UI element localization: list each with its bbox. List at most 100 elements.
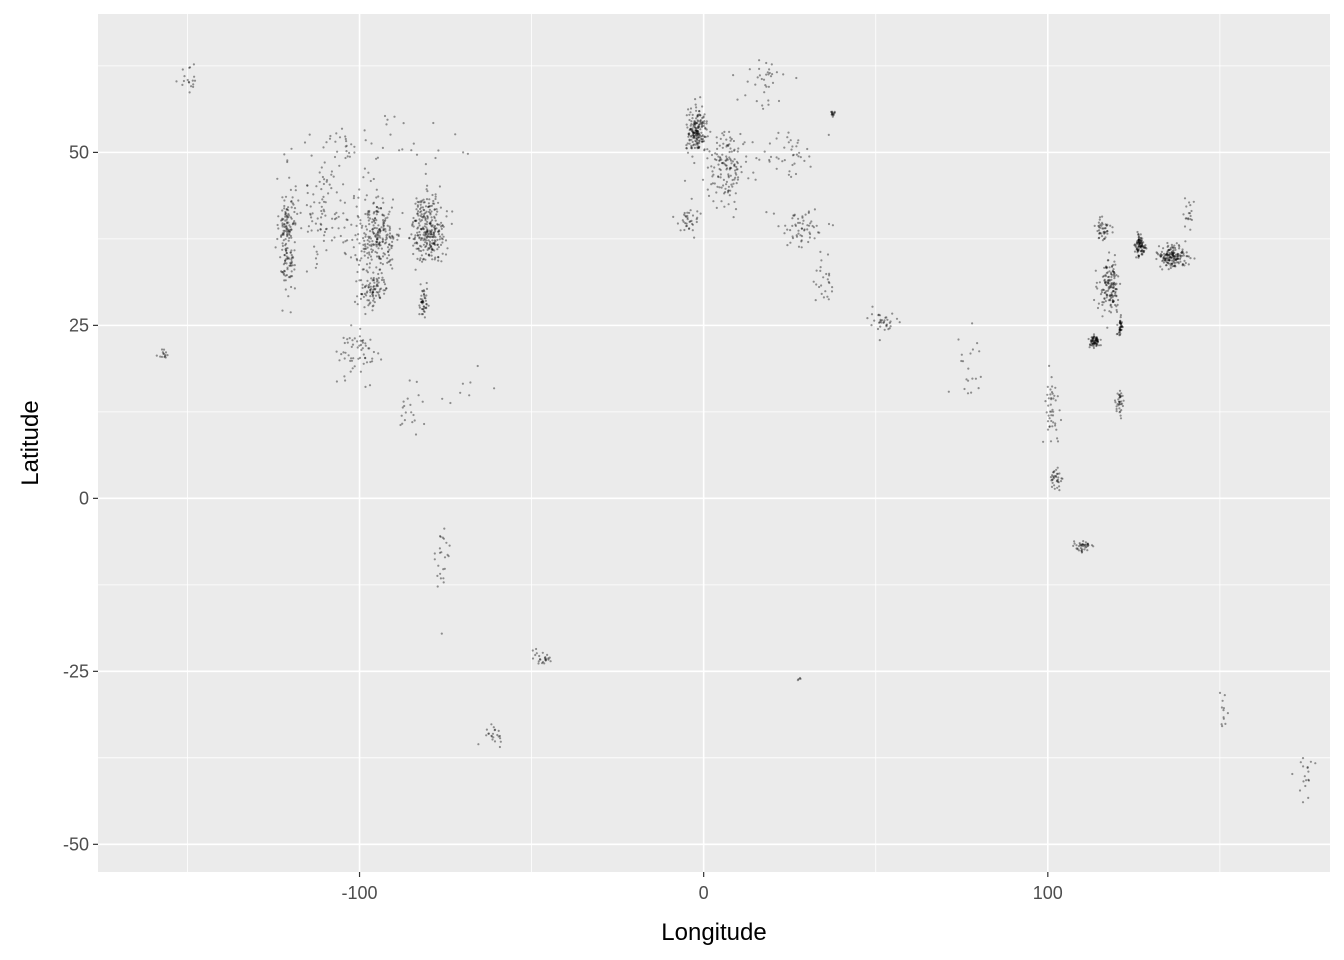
data-point: [694, 134, 697, 137]
data-point: [1164, 264, 1168, 267]
data-point: [722, 134, 725, 137]
data-point: [1078, 543, 1082, 546]
data-point: [828, 281, 831, 285]
data-point: [372, 271, 375, 274]
data-point: [293, 210, 296, 214]
data-point: [700, 131, 703, 134]
data-point: [496, 733, 499, 737]
data-point: [1112, 300, 1115, 303]
data-point: [725, 155, 728, 158]
data-point: [700, 123, 704, 126]
data-point: [696, 141, 699, 144]
data-point: [1164, 259, 1167, 262]
data-point: [376, 243, 379, 246]
data-point: [1098, 236, 1101, 239]
data-point: [1053, 470, 1056, 473]
data-points: [155, 59, 1317, 804]
data-point: [1104, 273, 1107, 277]
data-point: [544, 658, 547, 661]
data-point: [795, 145, 798, 148]
data-point: [364, 285, 367, 288]
data-point: [425, 235, 428, 238]
data-point: [289, 311, 292, 314]
data-point: [806, 147, 809, 151]
data-point: [716, 147, 719, 150]
data-point: [365, 284, 368, 287]
data-point: [358, 335, 361, 338]
data-point: [1185, 255, 1188, 258]
data-point: [1058, 409, 1061, 412]
data-point: [1047, 397, 1050, 400]
data-point: [490, 723, 493, 726]
data-point: [348, 151, 351, 154]
data-point: [389, 258, 392, 262]
data-point: [1170, 252, 1173, 255]
data-point: [1089, 339, 1093, 342]
data-point: [1106, 230, 1109, 233]
data-point: [312, 193, 315, 196]
data-point: [534, 653, 537, 657]
data-point: [425, 294, 428, 297]
data-point: [1094, 339, 1097, 342]
data-point: [290, 264, 293, 267]
data-point: [723, 163, 726, 166]
data-point: [419, 283, 422, 286]
data-point: [333, 218, 337, 221]
data-point: [422, 308, 425, 311]
data-point: [1188, 201, 1191, 204]
data-point: [293, 264, 296, 267]
data-point: [1111, 296, 1114, 299]
data-point: [413, 419, 416, 422]
data-point: [966, 392, 970, 395]
data-point: [1181, 250, 1184, 253]
data-point: [1119, 395, 1122, 398]
data-point: [724, 159, 727, 162]
data-point: [1091, 338, 1094, 341]
data-point: [1164, 259, 1167, 262]
data-point: [374, 243, 377, 246]
data-point: [825, 272, 828, 276]
data-point: [718, 159, 721, 162]
data-point: [1113, 399, 1117, 402]
data-point: [1047, 414, 1050, 417]
data-point: [969, 352, 972, 355]
data-point: [1109, 299, 1112, 302]
data-point: [1101, 221, 1104, 224]
data-point: [728, 156, 731, 159]
data-point: [698, 133, 701, 136]
data-point: [1050, 479, 1053, 482]
data-point: [339, 234, 342, 238]
data-point: [1169, 256, 1172, 259]
data-point: [1046, 393, 1049, 396]
data-point: [1083, 543, 1086, 547]
data-point: [439, 535, 442, 538]
data-point: [1115, 308, 1118, 312]
data-point: [1116, 303, 1119, 306]
data-point: [784, 224, 787, 227]
data-point: [796, 679, 800, 682]
data-point: [701, 135, 704, 138]
data-point: [1165, 252, 1169, 255]
data-point: [689, 128, 692, 131]
data-point: [322, 146, 325, 149]
data-point: [307, 225, 310, 228]
data-point: [1054, 399, 1057, 402]
data-point: [323, 234, 326, 237]
data-point: [1170, 263, 1173, 266]
data-point: [1095, 344, 1098, 347]
data-point: [1181, 263, 1184, 266]
data-point: [718, 159, 721, 162]
data-point: [1119, 328, 1122, 331]
data-point: [421, 226, 424, 229]
data-point: [381, 237, 384, 240]
data-point: [359, 219, 362, 222]
data-point: [727, 174, 730, 178]
data-point: [1105, 266, 1109, 269]
data-point: [1112, 274, 1115, 277]
data-point: [283, 225, 286, 228]
data-point: [1122, 399, 1125, 402]
data-point: [695, 136, 698, 139]
data-point: [1187, 263, 1190, 266]
data-point: [415, 241, 418, 244]
data-point: [459, 391, 462, 394]
